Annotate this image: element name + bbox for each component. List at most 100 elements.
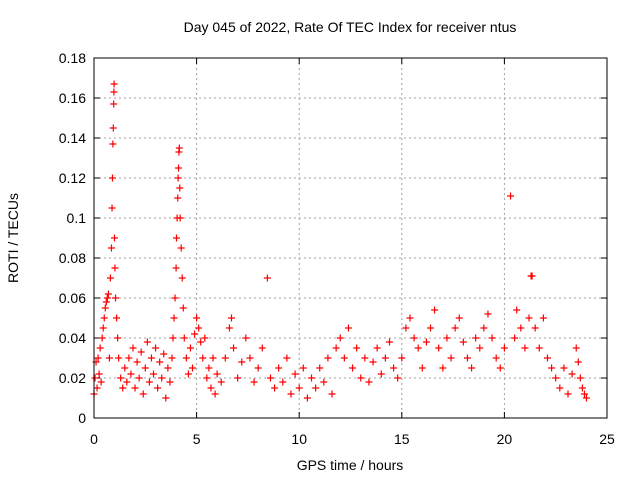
data-point xyxy=(303,394,311,402)
data-point xyxy=(145,378,153,386)
data-point xyxy=(381,354,389,362)
data-point xyxy=(106,274,114,282)
data-point xyxy=(414,344,422,352)
data-point xyxy=(556,384,564,392)
data-point xyxy=(344,324,352,332)
y-tick-label: 0.08 xyxy=(59,250,86,266)
data-point xyxy=(156,358,164,366)
data-point xyxy=(209,354,217,362)
data-point xyxy=(582,394,590,402)
data-point xyxy=(275,364,283,372)
data-point xyxy=(133,358,141,366)
data-point xyxy=(431,306,439,314)
data-point xyxy=(447,354,455,362)
data-point xyxy=(111,264,119,272)
data-point xyxy=(521,344,529,352)
x-tick-label: 25 xyxy=(599,431,615,447)
y-tick-label: 0.14 xyxy=(59,130,86,146)
data-point xyxy=(254,364,262,372)
data-point xyxy=(492,354,500,362)
data-point xyxy=(188,364,196,372)
data-point xyxy=(175,164,183,172)
data-point xyxy=(402,324,410,332)
data-point xyxy=(480,324,488,332)
data-point xyxy=(199,354,207,362)
data-point xyxy=(152,344,160,352)
data-point xyxy=(484,310,492,318)
data-point xyxy=(104,290,112,298)
data-point xyxy=(528,272,536,280)
data-point xyxy=(154,384,162,392)
data-point xyxy=(361,354,369,362)
data-point xyxy=(171,294,179,302)
data-point xyxy=(373,344,381,352)
data-point xyxy=(100,314,108,322)
data-point xyxy=(176,214,184,222)
data-point xyxy=(94,354,102,362)
data-point xyxy=(109,124,117,132)
data-point xyxy=(211,390,219,398)
data-point xyxy=(511,334,519,342)
data-point xyxy=(517,324,525,332)
data-point xyxy=(320,378,328,386)
data-point xyxy=(110,80,118,88)
data-point xyxy=(109,140,117,148)
data-point xyxy=(150,370,158,378)
data-point xyxy=(201,334,209,342)
data-point xyxy=(129,344,137,352)
data-point xyxy=(385,338,393,346)
data-point xyxy=(195,324,203,332)
data-point xyxy=(246,354,254,362)
data-point xyxy=(472,334,480,342)
data-point xyxy=(418,364,426,372)
data-point xyxy=(295,384,303,392)
data-point xyxy=(552,374,560,382)
data-point xyxy=(113,314,121,322)
data-point xyxy=(250,378,258,386)
y-tick-label: 0 xyxy=(78,410,86,426)
data-point xyxy=(179,304,187,312)
data-point xyxy=(332,344,340,352)
data-point xyxy=(184,370,192,378)
x-axis-label: GPS time / hours xyxy=(297,457,404,473)
data-point xyxy=(316,364,324,372)
data-point xyxy=(174,174,182,182)
data-point xyxy=(463,354,471,362)
data-point xyxy=(95,370,103,378)
data-point xyxy=(535,344,543,352)
data-point xyxy=(455,314,463,322)
data-point xyxy=(390,364,398,372)
data-point xyxy=(279,378,287,386)
data-point xyxy=(101,304,109,312)
data-point xyxy=(263,274,271,282)
data-point xyxy=(398,354,406,362)
y-tick-label: 0.16 xyxy=(59,90,86,106)
data-point xyxy=(435,344,443,352)
axis-ticks: 0 0.02 0.04 0.06 0.08 0.1 0.12 0.14 0.16 0.18 0 5 10… xyxy=(59,50,615,447)
data-point xyxy=(299,364,307,372)
data-point xyxy=(488,334,496,342)
data-point xyxy=(340,354,348,362)
data-point xyxy=(170,314,178,322)
data-point xyxy=(172,234,180,242)
data-point xyxy=(271,384,279,392)
data-point xyxy=(108,204,116,212)
data-point xyxy=(580,390,588,398)
x-tick-label: 5 xyxy=(193,431,201,447)
y-tick-label: 0.06 xyxy=(59,290,86,306)
data-point xyxy=(166,378,174,386)
x-tick-label: 20 xyxy=(497,431,513,447)
data-point xyxy=(353,344,361,352)
data-point xyxy=(287,390,295,398)
data-point xyxy=(258,344,266,352)
data-points xyxy=(90,80,590,402)
y-tick-label: 0.04 xyxy=(59,330,86,346)
data-point xyxy=(312,384,320,392)
data-point xyxy=(422,338,430,346)
data-point xyxy=(191,330,199,338)
data-point xyxy=(451,324,459,332)
data-point xyxy=(177,244,185,252)
data-point xyxy=(117,374,125,382)
data-point xyxy=(406,314,414,322)
data-point xyxy=(564,390,572,398)
